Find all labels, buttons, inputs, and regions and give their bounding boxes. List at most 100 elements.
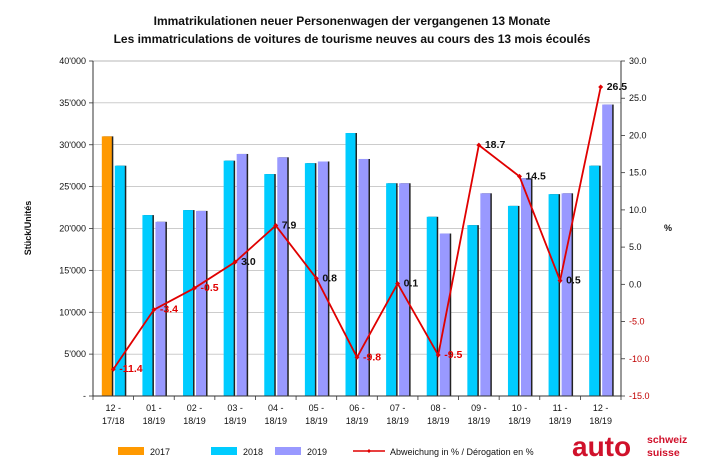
- bar-2018: [426, 216, 437, 396]
- x-tick-label: 18/19: [427, 416, 450, 426]
- y2-tick-label: 10.0: [629, 205, 647, 215]
- auto-schweiz-logo: auto schweiz suisse: [572, 431, 687, 462]
- deviation-marker: [110, 366, 116, 372]
- x-tick-label: 18/19: [305, 416, 328, 426]
- deviation-line: [110, 84, 604, 372]
- y2-tick-label: 15.0: [629, 168, 647, 178]
- legend-label-2017: 2017: [150, 447, 170, 457]
- deviation-label: -9.8: [363, 351, 381, 363]
- y2-tick-label: 5.0: [629, 242, 642, 252]
- x-tick-label: 07 -: [390, 403, 406, 413]
- x-tick-label: 05 -: [309, 403, 325, 413]
- logo-auto: auto: [572, 431, 631, 462]
- bar-2019: [358, 158, 369, 396]
- deviation-marker: [435, 352, 441, 358]
- deviation-label: 14.5: [525, 170, 546, 182]
- y-axis-label: Stück/Unités: [23, 201, 33, 256]
- y2-tick-label: 0.0: [629, 279, 642, 289]
- x-tick-label: 06 -: [349, 403, 365, 413]
- deviation-label: -0.5: [201, 282, 219, 294]
- y2-tick-label: 25.0: [629, 93, 647, 103]
- x-tick-label: 10 -: [512, 403, 528, 413]
- x-tick-label: 12 -: [106, 403, 122, 413]
- deviation-marker: [151, 307, 157, 313]
- deviation-label: 7.9: [282, 220, 297, 232]
- deviation-marker: [395, 281, 401, 287]
- y-tick-label: -: [83, 391, 86, 401]
- bar-2019: [399, 183, 410, 396]
- deviation-label: 26.5: [607, 81, 628, 93]
- logo-suisse: suisse: [647, 447, 680, 459]
- bar-2018: [183, 210, 194, 396]
- y2-tick-label: 20.0: [629, 130, 647, 140]
- y2-tick-label: -15.0: [629, 391, 650, 401]
- bars: [101, 104, 614, 397]
- y-tick-label: 5'000: [64, 349, 86, 359]
- legend-label-2018: 2018: [243, 447, 263, 457]
- deviation-label: -3.4: [160, 304, 178, 316]
- bar-2018: [223, 160, 234, 396]
- bar-2019: [480, 193, 491, 396]
- y-tick-label: 20'000: [59, 224, 86, 234]
- deviation-label: 0.5: [566, 275, 581, 287]
- deviation-marker: [516, 173, 522, 179]
- deviation-marker: [354, 354, 360, 360]
- y2-tick-label: -10.0: [629, 354, 650, 364]
- x-tick-label: 18/19: [224, 416, 247, 426]
- x-tick-label: 18/19: [589, 416, 612, 426]
- bar-2017: [101, 136, 112, 396]
- bar-2019: [520, 178, 531, 396]
- y-tick-label: 10'000: [59, 307, 86, 317]
- deviation-marker: [476, 142, 482, 148]
- bar-2018: [467, 225, 478, 396]
- deviation-label: -11.4: [119, 363, 143, 375]
- x-tick-label: 12 -: [593, 403, 609, 413]
- x-tick-label: 18/19: [468, 416, 491, 426]
- chart-title: Immatrikulationen neuer Personenwagen de…: [154, 14, 551, 28]
- x-tick-label: 18/19: [143, 416, 166, 426]
- bar-2019: [602, 104, 613, 397]
- deviation-marker: [598, 84, 604, 90]
- x-tick-label: 03 -: [227, 403, 243, 413]
- x-tick-label: 11 -: [553, 403, 568, 413]
- deviation-marker: [192, 285, 198, 291]
- y-tick-label: 40'000: [59, 56, 86, 66]
- x-tick-label: 02 -: [187, 403, 203, 413]
- deviation-marker: [557, 278, 563, 284]
- bar-2018: [548, 194, 559, 396]
- x-tick-label: 18/19: [508, 416, 531, 426]
- legend-line-marker: [367, 449, 371, 453]
- bar-2018: [264, 174, 275, 396]
- x-tick-label: 18/19: [346, 416, 369, 426]
- y-tick-label: 35'000: [59, 98, 86, 108]
- legend-label-2019: 2019: [307, 447, 327, 457]
- legend-swatch-2017: [118, 447, 144, 455]
- legend-swatch-2018: [211, 447, 237, 455]
- y2-axis-label: %: [664, 223, 672, 233]
- bar-2019: [317, 161, 328, 396]
- x-tick-label: 04 -: [268, 403, 284, 413]
- y-tick-label: 25'000: [59, 182, 86, 192]
- bar-2019: [561, 193, 572, 396]
- bar-2019: [236, 153, 247, 396]
- y2-tick-label: 30.0: [629, 56, 647, 66]
- chart-subtitle: Les immatriculations de voitures de tour…: [114, 32, 591, 46]
- x-tick-label: 18/19: [265, 416, 288, 426]
- deviation-marker: [313, 275, 319, 281]
- y2-tick-label: -5.0: [629, 317, 645, 327]
- x-tick-label: 01 -: [146, 403, 162, 413]
- bar-2019: [277, 157, 288, 396]
- bar-2018: [386, 183, 397, 396]
- data-labels: -11.4 -3.4 -0.5 3.0 7.9 0.8 -9.8 0.1 -9.5 18.7 14.…: [119, 81, 627, 375]
- y-tick-label: 30'000: [59, 140, 86, 150]
- x-tick-label: 08 -: [430, 403, 446, 413]
- x-tick-label: 18/19: [183, 416, 206, 426]
- bar-2018: [142, 215, 153, 396]
- deviation-marker: [273, 223, 279, 229]
- bar-2018: [589, 165, 600, 396]
- deviation-label: -9.5: [444, 349, 462, 361]
- bar-2019: [196, 210, 207, 396]
- bar-2019: [155, 221, 166, 396]
- deviation-label: 0.1: [404, 278, 419, 290]
